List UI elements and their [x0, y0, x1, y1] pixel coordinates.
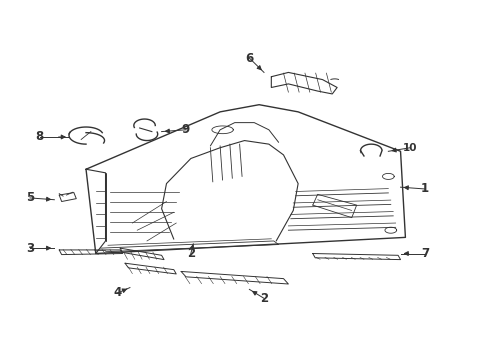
Text: 10: 10: [402, 143, 417, 153]
Text: 2: 2: [186, 247, 195, 260]
Text: 8: 8: [36, 130, 44, 144]
Text: 9: 9: [182, 123, 190, 136]
Text: 7: 7: [420, 247, 428, 260]
Text: 3: 3: [26, 242, 34, 255]
Text: 5: 5: [26, 192, 34, 204]
Text: 1: 1: [420, 183, 428, 195]
Text: 4: 4: [113, 287, 122, 300]
Text: 6: 6: [245, 51, 253, 64]
Text: 2: 2: [260, 292, 267, 305]
